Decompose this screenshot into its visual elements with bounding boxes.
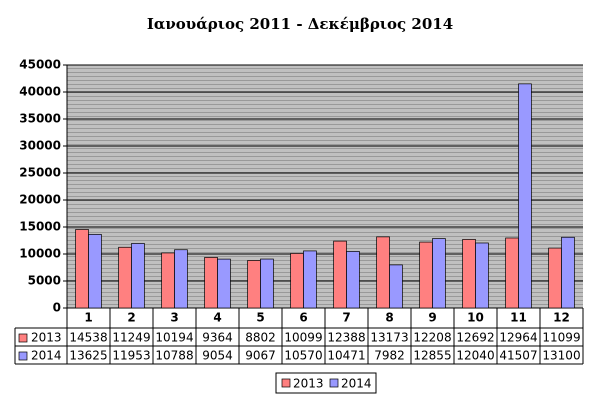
table-value: 11249 xyxy=(112,331,150,345)
table-value: 10788 xyxy=(155,349,193,363)
bar xyxy=(260,258,274,309)
bar xyxy=(518,83,532,309)
legend-key xyxy=(281,378,291,388)
y-tick-label: 45000 xyxy=(19,58,61,72)
bar xyxy=(174,249,188,309)
x-tick-label: 4 xyxy=(213,311,221,325)
y-tick-label: 25000 xyxy=(19,166,61,180)
table-value: 9054 xyxy=(202,349,233,363)
x-tick-label: 7 xyxy=(342,311,350,325)
y-tick-label: 10000 xyxy=(19,247,61,261)
bar xyxy=(376,236,390,309)
table-value: 13100 xyxy=(542,349,580,363)
bar xyxy=(161,252,175,309)
bar xyxy=(131,243,145,309)
x-tick-label: 12 xyxy=(553,311,570,325)
bar xyxy=(548,247,562,309)
table-value: 12692 xyxy=(456,331,494,345)
table-value: 10194 xyxy=(155,331,193,345)
y-tick-label: 30000 xyxy=(19,139,61,153)
table-value: 11099 xyxy=(542,331,580,345)
table-value: 9364 xyxy=(202,331,233,345)
legend-box xyxy=(275,372,377,394)
bar xyxy=(204,257,218,309)
x-tick-label: 1 xyxy=(84,311,92,325)
bar xyxy=(75,229,89,309)
table-value: 12964 xyxy=(499,331,537,345)
table-value: 12855 xyxy=(413,349,451,363)
table-value: 11953 xyxy=(112,349,150,363)
bar xyxy=(432,238,446,309)
bar xyxy=(290,253,304,309)
bar xyxy=(419,241,433,309)
plot-area xyxy=(67,65,583,308)
legend-key xyxy=(329,378,339,388)
y-tick-label: 20000 xyxy=(19,193,61,207)
table-value: 12388 xyxy=(327,331,365,345)
x-tick-label: 11 xyxy=(510,311,527,325)
x-tick-label: 6 xyxy=(299,311,307,325)
bar xyxy=(475,242,489,309)
table-value: 12208 xyxy=(413,331,451,345)
x-tick-label: 9 xyxy=(428,311,436,325)
table-value: 9067 xyxy=(245,349,276,363)
table-value: 41507 xyxy=(499,349,537,363)
x-tick-label: 3 xyxy=(170,311,178,325)
bar xyxy=(303,250,317,309)
y-tick-label: 40000 xyxy=(19,85,61,99)
bar xyxy=(217,258,231,309)
y-tick-label: 5000 xyxy=(28,274,61,288)
table-value: 7982 xyxy=(374,349,405,363)
bar xyxy=(88,234,102,309)
table-value: 10099 xyxy=(284,331,322,345)
table-legend-key xyxy=(18,333,28,343)
table-series-name: 2013 xyxy=(31,331,62,345)
bar xyxy=(333,240,347,309)
legend-label: 2014 xyxy=(341,377,372,391)
bar xyxy=(389,264,403,309)
table-value: 13625 xyxy=(69,349,107,363)
bar xyxy=(118,246,132,309)
legend-label: 2013 xyxy=(293,377,324,391)
x-tick-label: 5 xyxy=(256,311,264,325)
table-value: 14538 xyxy=(69,331,107,345)
bar xyxy=(346,251,360,309)
table-value: 13173 xyxy=(370,331,408,345)
x-tick-label: 10 xyxy=(467,311,484,325)
x-tick-label: 2 xyxy=(127,311,135,325)
table-value: 8802 xyxy=(245,331,276,345)
table-value: 10471 xyxy=(327,349,365,363)
y-tick-label: 0 xyxy=(53,301,61,315)
bar xyxy=(247,260,261,309)
table-legend-key xyxy=(18,351,28,361)
bar xyxy=(505,237,519,309)
x-tick-label: 8 xyxy=(385,311,393,325)
y-tick-label: 35000 xyxy=(19,112,61,126)
bar xyxy=(462,239,476,309)
table-series-name: 2014 xyxy=(31,349,62,363)
table-value: 12040 xyxy=(456,349,494,363)
y-tick-label: 15000 xyxy=(19,220,61,234)
chart-title: Ιανουάριος 2011 - Δεκέμβριος 2014 xyxy=(147,15,453,33)
table-value: 10570 xyxy=(284,349,322,363)
bar xyxy=(561,236,575,309)
